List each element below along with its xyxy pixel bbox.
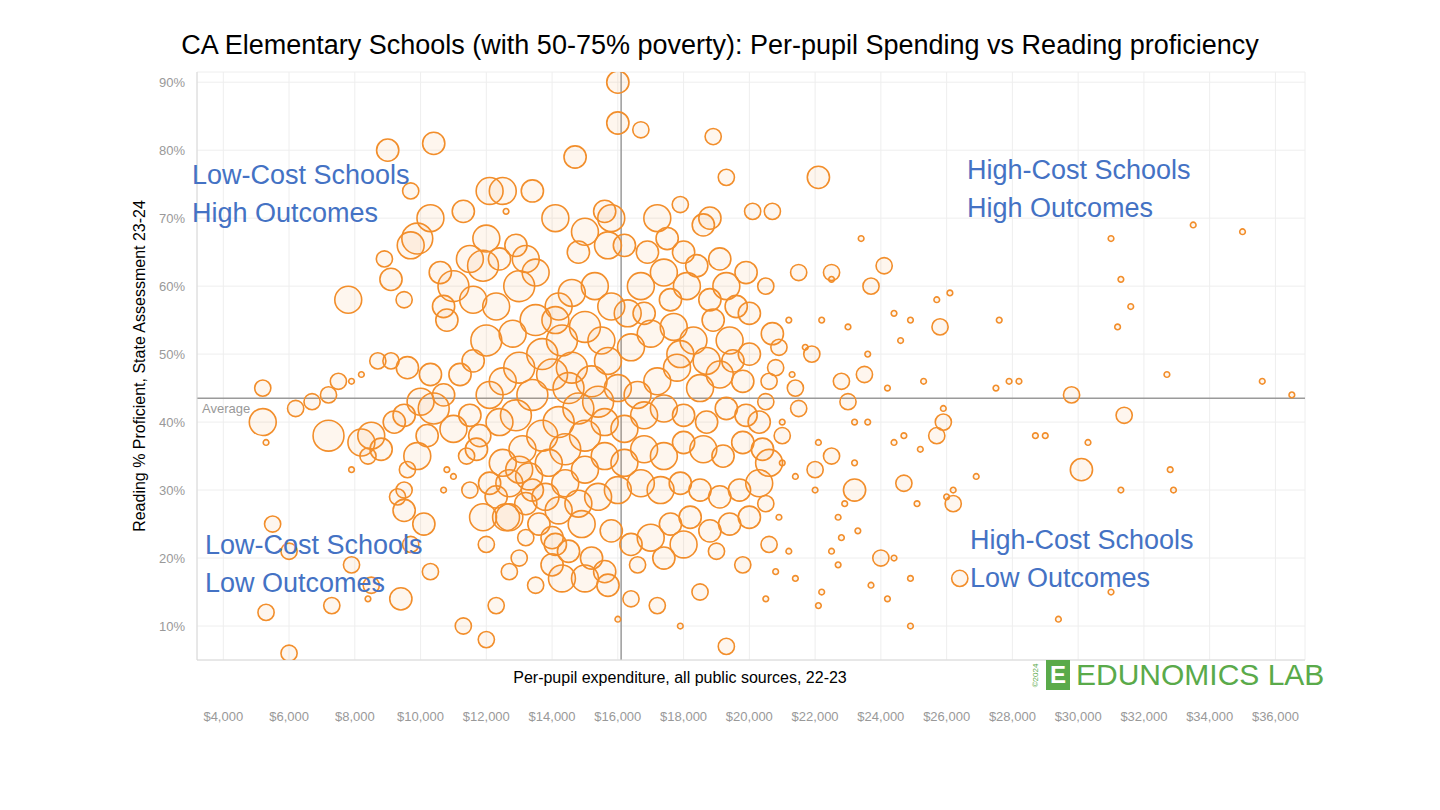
html-text:High-Cost Schools Low Outcomes: High-Cost Schools Low Outcomes xyxy=(970,525,1194,593)
html-text:CA Elementary Schools (with 50: CA Elementary Schools (with 50-75% pover… xyxy=(181,30,1259,60)
html-text:High-Cost Schools High Outcome: High-Cost Schools High Outcomes xyxy=(967,155,1191,223)
svg-text:$32,000: $32,000 xyxy=(1120,709,1167,724)
svg-text:$26,000: $26,000 xyxy=(923,709,970,724)
svg-text:$30,000: $30,000 xyxy=(1055,709,1102,724)
svg-text:80%: 80% xyxy=(159,143,185,158)
svg-text:$12,000: $12,000 xyxy=(463,709,510,724)
svg-text:$16,000: $16,000 xyxy=(594,709,641,724)
svg-text:20%: 20% xyxy=(159,551,185,566)
svg-text:50%: 50% xyxy=(159,347,185,362)
html-text:Low-Cost Schools Low Outcomes: Low-Cost Schools Low Outcomes xyxy=(205,530,423,598)
svg-text:$20,000: $20,000 xyxy=(726,709,773,724)
svg-text:$10,000: $10,000 xyxy=(397,709,444,724)
svg-text:$4,000: $4,000 xyxy=(203,709,243,724)
html-text:Low-Cost Schools High Outcomes: Low-Cost Schools High Outcomes xyxy=(192,160,410,228)
html-text:Per-pupil expenditure, all pub: Per-pupil expenditure, all public source… xyxy=(513,669,847,686)
html-text:Reading % Proficient, State As: Reading % Proficient, State Assessment 2… xyxy=(131,200,148,532)
html-text:E EDUNOMICS LAB: E EDUNOMICS LAB xyxy=(1050,658,1325,691)
svg-text:$28,000: $28,000 xyxy=(989,709,1036,724)
svg-text:70%: 70% xyxy=(159,211,185,226)
svg-text:$14,000: $14,000 xyxy=(529,709,576,724)
svg-text:30%: 30% xyxy=(159,483,185,498)
svg-text:$22,000: $22,000 xyxy=(792,709,839,724)
svg-text:10%: 10% xyxy=(159,619,185,634)
svg-text:$24,000: $24,000 xyxy=(857,709,904,724)
svg-text:$34,000: $34,000 xyxy=(1186,709,1233,724)
svg-text:40%: 40% xyxy=(159,415,185,430)
html-text:©2024: ©2024 xyxy=(1031,663,1041,687)
svg-text:Average: Average xyxy=(202,401,250,416)
svg-text:$8,000: $8,000 xyxy=(335,709,375,724)
svg-text:$18,000: $18,000 xyxy=(660,709,707,724)
svg-text:$6,000: $6,000 xyxy=(269,709,309,724)
svg-text:90%: 90% xyxy=(159,75,185,90)
svg-text:$36,000: $36,000 xyxy=(1252,709,1299,724)
svg-text:60%: 60% xyxy=(159,279,185,294)
